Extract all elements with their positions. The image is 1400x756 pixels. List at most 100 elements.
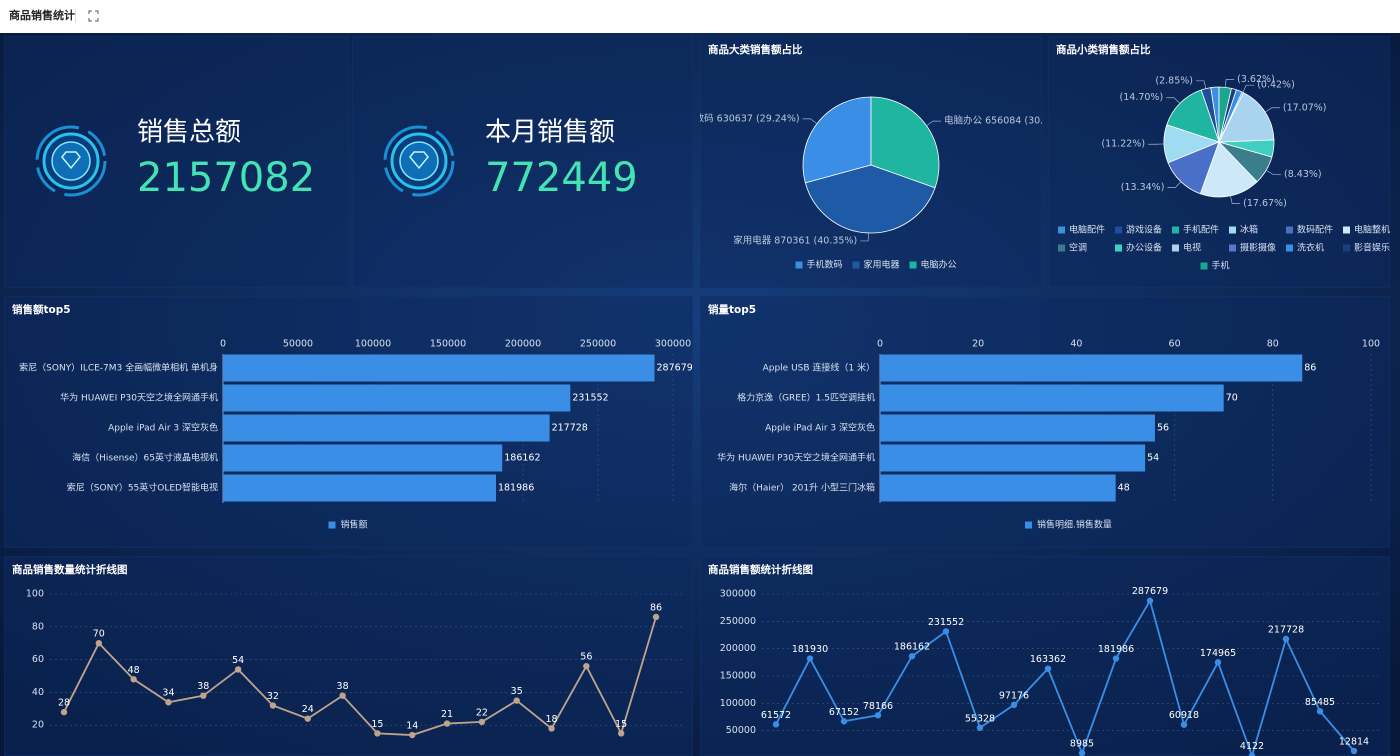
- kpi-label: 本月销售额: [485, 118, 615, 148]
- slice-label: (8.43%): [1284, 169, 1322, 180]
- point-label: 287679: [1132, 586, 1168, 597]
- slice-label: (17.07%): [1283, 102, 1327, 113]
- x-tick-label: 100: [1362, 339, 1380, 350]
- legend-label: 电脑配件: [1069, 224, 1105, 236]
- y-tick-label: 50000: [726, 725, 756, 736]
- label-line: [1230, 195, 1241, 204]
- panel: 商品销售额统计折线图 50000 100000 150000 200000 250000 3…: [700, 556, 1390, 756]
- slice-label: (3.62%): [1237, 74, 1275, 85]
- label-line: [1196, 80, 1207, 89]
- legend-swatch: [1229, 226, 1236, 234]
- slice-label: 电脑办公 656084 (30.42%): [944, 115, 1068, 127]
- legend-label: 家用电器: [864, 259, 900, 271]
- category-label: Apple iPad Air 3 深空灰色: [765, 422, 875, 434]
- point-label: 15: [615, 719, 627, 730]
- label-line: [1242, 84, 1255, 93]
- legend-swatch: [1200, 262, 1208, 270]
- line-point: [617, 730, 625, 737]
- value-label: 186162: [504, 453, 540, 464]
- legend-label: 手机数码: [807, 259, 843, 271]
- x-tick-label: 40: [1070, 339, 1082, 350]
- legend-label: 销售明细.销售数量: [1037, 519, 1112, 531]
- pie-slice: [1199, 141, 1258, 198]
- point-label: 4122: [1240, 741, 1264, 752]
- slice-label: 家用电器 870361 (40.35%): [733, 234, 857, 246]
- icon-core: [51, 141, 91, 181]
- legend-swatch: [1025, 521, 1032, 529]
- legend-swatch: [1343, 226, 1350, 234]
- bar: [223, 414, 550, 442]
- bar: [223, 444, 503, 472]
- point-label: 28: [58, 698, 70, 709]
- point-label: 231552: [928, 617, 964, 628]
- point-label: 85485: [1305, 697, 1335, 708]
- page-title: 商品销售统计: [9, 8, 75, 22]
- point-label: 38: [197, 681, 209, 692]
- legend-swatch: [328, 521, 336, 529]
- legend-swatch: [1229, 244, 1236, 252]
- legend-label: 影音娱乐: [1354, 242, 1390, 254]
- category-label: 华为 HUAWEI P30天空之境全网通手机: [717, 452, 875, 464]
- label-line: [802, 118, 818, 124]
- line-point: [806, 655, 814, 662]
- point-label: 181986: [1098, 644, 1134, 655]
- point-label: 34: [162, 688, 174, 699]
- fullscreen-button[interactable]: [88, 10, 99, 22]
- panel-title: 销量top5: [708, 303, 756, 316]
- panel-title: 商品大类销售额占比: [708, 43, 803, 56]
- line-point: [1248, 752, 1256, 756]
- x-tick-label: 100000: [355, 339, 391, 350]
- legend-label: 电视: [1183, 242, 1201, 254]
- panel-title: 商品销售额统计折线图: [708, 563, 813, 576]
- category-label: 华为 HUAWEI P30天空之境全网通手机: [60, 392, 218, 404]
- legend-swatch: [909, 261, 917, 269]
- y-tick-label: 60: [32, 654, 44, 665]
- line-point: [165, 699, 172, 706]
- label-line: [1224, 79, 1235, 88]
- pie-slice: [1218, 92, 1275, 143]
- point-label: 32: [267, 691, 279, 702]
- legend-swatch: [1286, 244, 1293, 252]
- line-point: [1078, 749, 1086, 756]
- line-point: [1180, 721, 1188, 728]
- legend-label: 销售额: [341, 519, 368, 531]
- y-tick-label: 100000: [720, 698, 756, 709]
- line-path: [775, 598, 1355, 756]
- label-line: [1166, 97, 1181, 104]
- slice-label: (14.70%): [1120, 92, 1164, 103]
- icon-core: [399, 141, 439, 181]
- category-label: 海尔（Haier） 201升 小型三门冰箱: [729, 482, 875, 494]
- legend-swatch: [795, 261, 803, 269]
- line-point: [478, 718, 486, 726]
- value-label: 287679: [657, 363, 693, 374]
- legend-swatch: [1115, 226, 1122, 234]
- x-tick-label: 0: [220, 339, 226, 350]
- point-label: 21: [441, 709, 453, 720]
- legend-label: 数码配件: [1297, 224, 1333, 236]
- panel-bg: [700, 556, 1390, 756]
- icon-ring: [383, 125, 455, 197]
- legend-swatch: [1343, 244, 1350, 252]
- point-label: 70: [93, 629, 105, 640]
- point-label: 15: [371, 719, 383, 730]
- value-label: 54: [1147, 453, 1159, 464]
- category-label: Apple USB 连接线（1 米）: [763, 362, 875, 374]
- line-point: [942, 628, 950, 635]
- line-point: [874, 712, 882, 719]
- value-label: 70: [1226, 393, 1238, 404]
- slice-label: (0.42%): [1257, 80, 1295, 91]
- y-tick-label: 200000: [720, 643, 756, 654]
- category-label: 索尼（SONY）ILCE-7M3 全画幅微单相机 单机身: [19, 362, 218, 374]
- y-tick-label: 40: [32, 687, 44, 698]
- x-tick-label: 200000: [505, 339, 541, 350]
- x-tick-label: 150000: [430, 339, 466, 350]
- label-line: [860, 232, 869, 242]
- panel: 本月销售额 772449: [352, 36, 693, 288]
- panel: 销售额top5 0 50000 100000 150000 200000 250000 300…: [4, 296, 693, 548]
- pie-slice: [1218, 86, 1232, 143]
- point-label: 86: [650, 602, 662, 613]
- panel: 销量top5 0 20 40 60 80 100 Apple USB 连接线（1 米） 86 格力…: [700, 296, 1390, 548]
- point-label: 8985: [1070, 739, 1094, 750]
